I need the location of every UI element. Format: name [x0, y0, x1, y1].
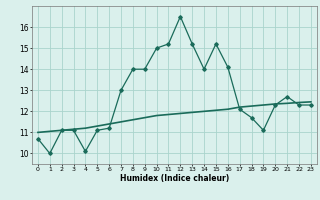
X-axis label: Humidex (Indice chaleur): Humidex (Indice chaleur) — [120, 174, 229, 183]
